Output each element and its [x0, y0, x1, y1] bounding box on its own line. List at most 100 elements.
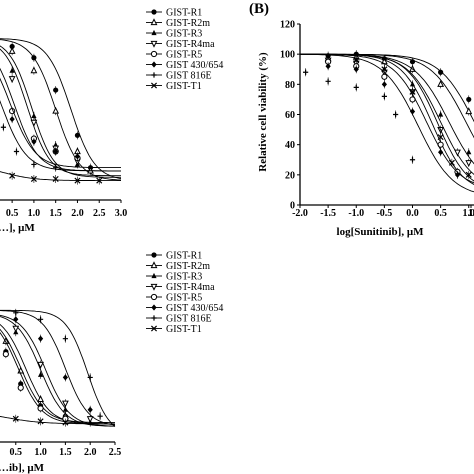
panel-a-x-tick-label: 1.5 [49, 208, 62, 219]
panel-b-series-2-point [465, 107, 473, 115]
panel-a-x-tick-label: 3.0 [115, 208, 128, 219]
panel-c-series-3-fit-line [0, 316, 116, 427]
panel-c-marks [0, 308, 116, 427]
panel-c-series-5 [0, 331, 115, 425]
panel-b-series-4-fit-line [300, 53, 474, 175]
panel-c-legend-marker [150, 325, 158, 332]
panel-b-series-1-point [438, 69, 444, 75]
panel-c-series-6-point [13, 316, 19, 323]
panel-a-legend-item: GIST-R2m [146, 18, 210, 29]
panel-a-series-1-point [74, 132, 81, 138]
panel-a-x-tick-label: 0.5 [6, 208, 19, 219]
panel-a-series-7-fit-line [0, 100, 121, 172]
panel-b-letter: (B) [249, 1, 269, 17]
panel-b-series-6-point [353, 66, 359, 73]
panel-b-series-4 [300, 53, 474, 175]
panel-c-legend-marker [151, 304, 157, 311]
panel-c-legend: GIST-R1GIST-R2mGIST-R3GIST-R4maGIST-R5GI… [146, 251, 223, 335]
panel-a-legend-item: GIST-R4ma [146, 39, 215, 50]
panel-a-series-3-point [31, 112, 37, 119]
panel-c-series-2 [0, 323, 116, 425]
panel-c-x-tick-label: 2.0 [84, 447, 97, 458]
panel-c-legend-label: GIST 816E [166, 314, 212, 325]
panel-a-legend-marker [150, 50, 158, 58]
panel-a-legend-label: GIST-R4ma [166, 39, 215, 50]
panel-a-series-8-point [52, 175, 59, 183]
panel-a-legend-marker [151, 29, 157, 36]
panel-c-x-ticks: 0.5 1.0 1.5 2.0 2.5 [10, 442, 122, 458]
panel-a-series-1-fit-line [0, 38, 122, 180]
panel-b-marks [299, 50, 474, 193]
panel-a-x-ticks: 0.5 1.0 1.5 2.0 2.5 3.0 [6, 200, 127, 219]
panel-c-legend-marker [151, 272, 157, 279]
panel-c-series-7-point [13, 310, 19, 316]
panel-b-series-7-point [353, 84, 359, 90]
panel-a-series-8 [0, 171, 121, 185]
panel-a-series-1 [0, 38, 122, 180]
panel-b-x-ticks: -2.0 -1.5 -1.0 -0.5 0.0 0.5 1.01. [292, 205, 474, 219]
panel-c-legend-item: GIST-R4ma [146, 282, 215, 293]
panel-a-legend-item: GIST 430/654 [146, 60, 223, 71]
panel-b-x-tick-label: -1.0 [348, 208, 364, 219]
panel-c-legend-item: GIST-R5 [146, 293, 202, 304]
panel-a-series-8-point [9, 172, 16, 179]
panel-c-series-6-point [62, 374, 68, 381]
panel-c-series-6 [0, 310, 116, 426]
panel-b-x-tick-label: 1. [468, 208, 474, 219]
panel-c-series-5-point [37, 405, 44, 412]
panel-a-series-6-point [74, 153, 81, 160]
panel-b-series-6-point [381, 81, 387, 88]
panel-b-series-4-point [465, 160, 473, 167]
panel-c-legend-item: GIST-R1 [146, 251, 202, 262]
panel-c-series-5-point [2, 351, 9, 358]
panel-a-series-1-point [53, 87, 59, 93]
panel-a-legend-label: GIST-T1 [166, 81, 202, 92]
panel-c-series-8-point [12, 415, 19, 422]
panel-b-series-6-point [454, 171, 461, 178]
panel-c-legend-label: GIST-R2m [166, 261, 210, 272]
panel-a-legend-marker [150, 82, 158, 89]
panel-c-series-6-point [87, 406, 93, 413]
panel-c-series-2-point [2, 337, 10, 344]
panel-c-series-4-point [12, 325, 20, 333]
panel-c-legend-item: GIST-T1 [146, 324, 202, 335]
panel-c-legend-marker [151, 315, 157, 321]
panel-a-series-2-point [52, 106, 60, 114]
panel-c-series-4-point [61, 400, 69, 408]
panel-a-series-7-point [53, 165, 59, 171]
panel-c-series-6-point [37, 335, 44, 342]
panel-a-series-4-point [30, 119, 38, 127]
panel-a-series-4-point [8, 76, 16, 83]
panel-a-series-4 [0, 48, 121, 177]
panel-c: 0.5 1.0 1.5 2.0 2.5 …ib], μM GIST-R1GIST-R2m… [0, 251, 223, 474]
panel-b-y-tick-label: 100 [280, 50, 295, 61]
panel-c-x-tick-label: 2.5 [109, 447, 122, 458]
panel-b-axes [299, 24, 474, 206]
panel-b-y-tick-label: 40 [285, 140, 295, 151]
panel-a-series-1-point [9, 43, 15, 50]
panel-a-series-2-fit-line [0, 39, 122, 181]
panel-c-x-tick-label: 1.5 [59, 447, 72, 458]
panel-c-series-8 [0, 414, 115, 427]
panel-c-x-tick-label: 1.0 [34, 447, 47, 458]
panel-c-legend-item: GIST-R3 [146, 272, 202, 283]
panel-a-legend-marker [151, 72, 157, 78]
panel-c-legend-item: GIST 430/654 [146, 303, 223, 314]
panel-c-legend-label: GIST-T1 [166, 324, 202, 335]
panel-a-series-8-fit-line [0, 171, 121, 182]
panel-c-series-7-point [87, 374, 93, 381]
panel-a-series-6-point [31, 138, 37, 145]
panel-c-legend-marker [150, 261, 158, 269]
panel-a-series-7 [0, 100, 121, 172]
panel-c-legend-label: GIST 430/654 [166, 303, 223, 314]
panel-c-legend-item: GIST-R2m [146, 261, 210, 272]
panel-b-series-1-point [466, 96, 472, 103]
panel-b-series-6-point [438, 149, 444, 156]
panel-b-x-tick-label: 0.0 [406, 208, 419, 219]
panel-c-x-tick-label: 0.5 [10, 447, 23, 458]
panel-b-series-8-point [381, 66, 388, 73]
panel-a-legend-label: GIST-R3 [166, 29, 202, 40]
panel-c-legend-label: GIST-R5 [166, 293, 202, 304]
panel-a-series-7-point [13, 148, 20, 155]
